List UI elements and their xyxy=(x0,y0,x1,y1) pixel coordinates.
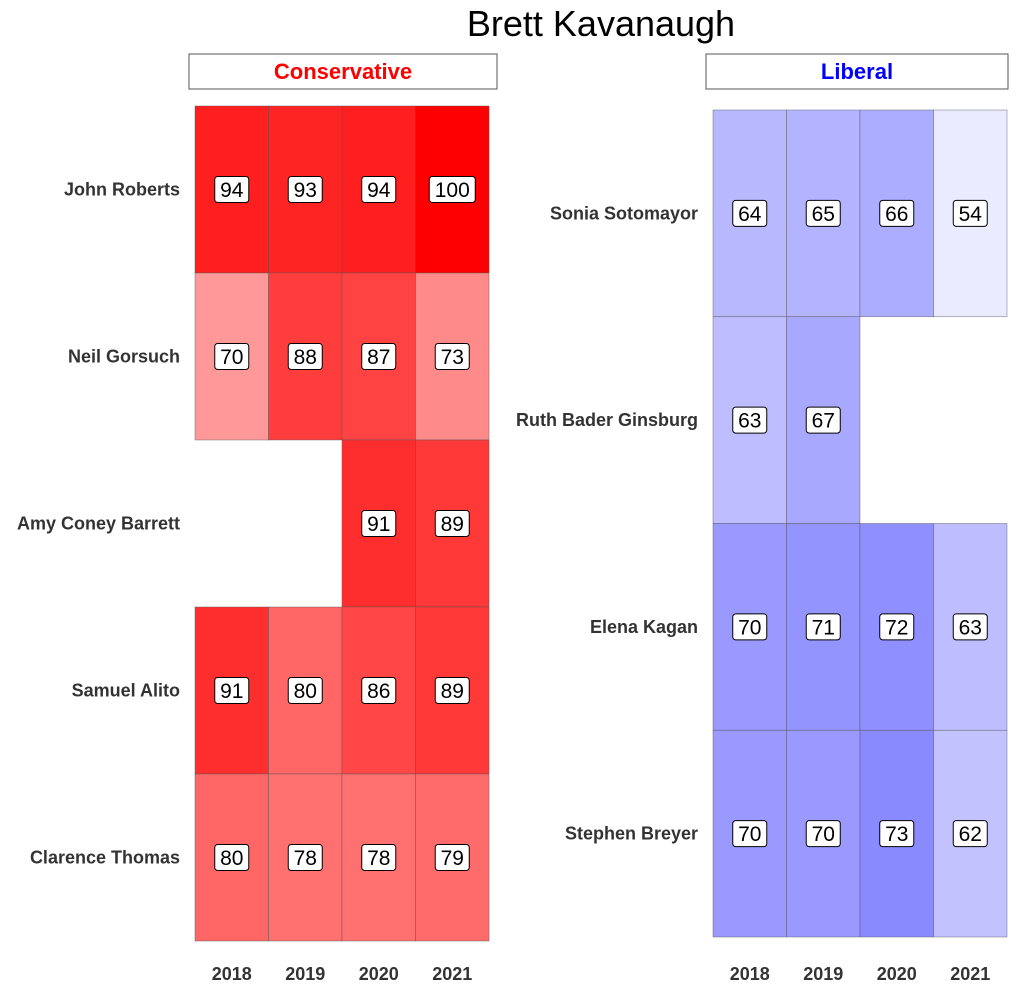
value-label-box xyxy=(214,176,250,203)
value-label-box xyxy=(361,343,397,370)
row-label: Amy Coney Barrett xyxy=(17,514,180,534)
year-label: 2018 xyxy=(730,964,770,984)
year-label: 2020 xyxy=(359,964,399,984)
value-label: 89 xyxy=(441,680,464,703)
panel-strip-label: Conservative xyxy=(274,59,412,84)
panel-liberal: Liberal Sonia Sotomayor 64 65 66 54 Ruth Bader… xyxy=(516,53,1009,984)
value-label-box xyxy=(879,199,915,227)
value-label-box xyxy=(287,844,323,871)
year-label: 2019 xyxy=(285,964,325,984)
panel-strip-label: Liberal xyxy=(821,59,893,84)
value-label: 78 xyxy=(294,847,317,870)
value-label-box xyxy=(287,677,323,704)
value-label: 88 xyxy=(294,346,317,369)
row-label: Stephen Breyer xyxy=(565,824,698,844)
value-label: 63 xyxy=(738,410,761,433)
year-label: 2021 xyxy=(950,964,990,984)
value-label: 62 xyxy=(959,823,982,846)
value-label-box xyxy=(732,613,768,641)
value-label: 91 xyxy=(220,680,243,703)
value-label: 86 xyxy=(367,680,390,703)
value-label-box xyxy=(952,820,988,848)
value-label: 70 xyxy=(738,823,761,846)
value-label-box xyxy=(732,820,768,848)
value-label-box xyxy=(805,406,841,434)
heatmap-cell xyxy=(786,729,861,938)
row-label: Elena Kagan xyxy=(590,617,698,637)
row-label: Sonia Sotomayor xyxy=(550,203,698,223)
year-label: 2018 xyxy=(212,964,252,984)
value-label-box xyxy=(214,677,250,704)
value-label: 73 xyxy=(885,823,908,846)
value-label: 67 xyxy=(812,410,835,433)
value-label-box xyxy=(434,343,470,370)
row-label: John Roberts xyxy=(64,180,180,200)
year-label: 2020 xyxy=(877,964,917,984)
value-label: 91 xyxy=(367,513,390,536)
year-label: 2019 xyxy=(803,964,843,984)
value-label: 100 xyxy=(435,179,470,202)
row-label: Ruth Bader Ginsburg xyxy=(516,410,698,430)
value-label: 93 xyxy=(294,179,317,202)
value-label: 73 xyxy=(441,346,464,369)
value-label-box xyxy=(434,510,470,537)
value-label: 63 xyxy=(959,616,982,639)
value-label-box xyxy=(361,844,397,871)
panel-strip xyxy=(705,53,1009,90)
value-label: 80 xyxy=(220,847,243,870)
value-label-box xyxy=(732,406,768,434)
value-label: 54 xyxy=(959,203,983,226)
value-label-box xyxy=(805,820,841,848)
value-label-box xyxy=(434,844,470,871)
value-label: 66 xyxy=(885,203,908,226)
row-label: Neil Gorsuch xyxy=(68,347,180,367)
row-label: Clarence Thomas xyxy=(30,848,180,868)
value-label: 89 xyxy=(441,513,464,536)
value-label: 70 xyxy=(220,346,243,369)
value-label: 71 xyxy=(812,616,835,639)
value-label: 79 xyxy=(441,847,464,870)
value-label-box xyxy=(879,820,915,848)
value-label-box xyxy=(805,199,841,227)
value-label: 94 xyxy=(367,179,391,202)
value-label: 70 xyxy=(812,823,835,846)
value-label-box xyxy=(361,176,397,203)
value-label-box xyxy=(214,343,250,370)
value-label-box xyxy=(879,613,915,641)
row-label: Samuel Alito xyxy=(72,681,180,701)
value-label-box xyxy=(287,343,323,370)
value-label: 94 xyxy=(220,179,244,202)
value-label-box xyxy=(732,199,768,227)
value-label-box xyxy=(361,510,397,537)
value-label: 64 xyxy=(738,203,762,226)
panel-strip xyxy=(188,53,498,90)
value-label-box xyxy=(952,199,988,227)
value-label: 65 xyxy=(812,203,835,226)
value-label-box xyxy=(287,176,323,203)
value-label: 87 xyxy=(367,346,390,369)
value-label-box xyxy=(952,613,988,641)
chart-title: Brett Kavanaugh xyxy=(467,3,735,44)
panel-conservative: Conservative John Roberts 94 93 94 100 Neil Go… xyxy=(17,53,498,984)
value-label: 72 xyxy=(885,616,908,639)
year-label: 2021 xyxy=(432,964,472,984)
value-label: 78 xyxy=(367,847,390,870)
value-label-box xyxy=(214,844,250,871)
value-label: 80 xyxy=(294,680,317,703)
value-label-box xyxy=(805,613,841,641)
value-label-box xyxy=(434,677,470,704)
value-label: 70 xyxy=(738,616,761,639)
value-label-box xyxy=(428,176,476,203)
value-label-box xyxy=(361,677,397,704)
